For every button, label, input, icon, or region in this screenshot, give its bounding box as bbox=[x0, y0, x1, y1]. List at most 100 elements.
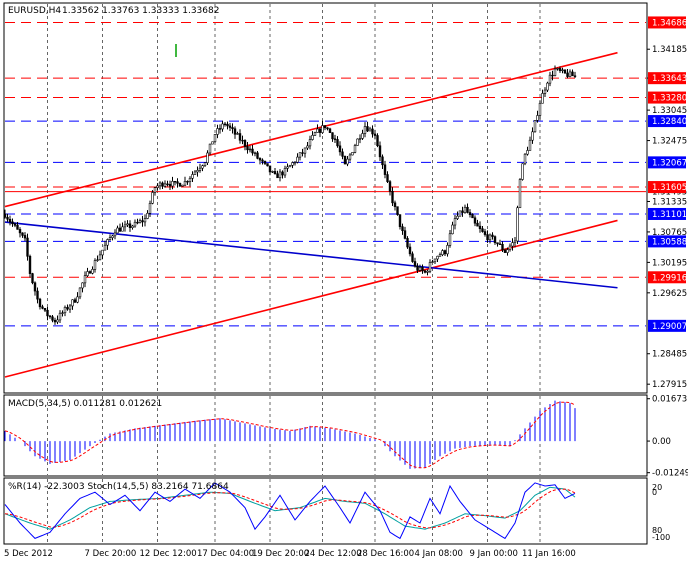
candle-body bbox=[438, 254, 442, 257]
candle-body bbox=[88, 271, 92, 274]
time-tick-label: 7 Dec 20:00 bbox=[85, 549, 137, 559]
candle-body bbox=[83, 275, 87, 284]
candle-body bbox=[323, 125, 327, 129]
candle-body bbox=[431, 261, 434, 263]
candle-body bbox=[133, 221, 137, 227]
candle-body bbox=[326, 127, 329, 130]
candle-body bbox=[558, 68, 562, 71]
candle-body bbox=[78, 287, 82, 298]
candle-body bbox=[313, 132, 317, 136]
candle-body bbox=[378, 145, 382, 158]
candle-body bbox=[301, 152, 304, 154]
candle-body bbox=[286, 166, 289, 169]
time-axis: 5 Dec 2012 7 Dec 20:00 12 Dec 12:00 17 Dec … bbox=[4, 549, 576, 559]
trend-line bbox=[4, 221, 618, 289]
candle-body bbox=[426, 270, 429, 273]
oscillator-tick-label: 80 bbox=[652, 526, 662, 535]
candle-body bbox=[26, 237, 29, 257]
candle-body bbox=[248, 148, 252, 151]
candle-body bbox=[13, 223, 17, 226]
candle-body bbox=[451, 224, 454, 235]
oscillator-panel[interactable]: 200 80-100 %R(14) -22.3003 Stoch(14,5,5) … bbox=[3, 477, 670, 545]
candle-body bbox=[491, 234, 494, 237]
candle-body bbox=[553, 68, 557, 76]
candle-body bbox=[148, 203, 152, 214]
candle-body bbox=[263, 160, 267, 164]
candle-body bbox=[423, 270, 427, 273]
candle-body bbox=[103, 244, 107, 251]
level-label-box bbox=[648, 156, 686, 169]
candle-body bbox=[376, 135, 379, 147]
candle-body bbox=[446, 245, 449, 255]
level-label-box bbox=[648, 181, 686, 194]
level-label-box bbox=[648, 115, 686, 128]
price-panel[interactable]: 1.341851.336451.330451.324751.313351.307… bbox=[3, 2, 687, 394]
candle-body bbox=[18, 229, 22, 234]
candle-body bbox=[311, 134, 314, 140]
candle-body bbox=[441, 250, 444, 256]
level-label: 1.32840 bbox=[652, 117, 687, 127]
candle-body bbox=[406, 238, 409, 248]
level-label: 1.34686 bbox=[652, 18, 687, 28]
level-label-box bbox=[648, 16, 686, 29]
candle-body bbox=[231, 127, 234, 130]
candle-body bbox=[396, 206, 399, 215]
candle-body bbox=[486, 234, 489, 241]
candle-body bbox=[126, 223, 129, 226]
candle-body bbox=[523, 153, 527, 165]
candle-body bbox=[411, 253, 414, 262]
candle-body bbox=[86, 271, 89, 276]
candle-body bbox=[36, 290, 39, 300]
candle-body bbox=[461, 210, 464, 213]
candle-body bbox=[521, 163, 524, 180]
candle-body bbox=[213, 134, 217, 143]
candle-body bbox=[416, 265, 419, 271]
oscillator-tick-label: -100 bbox=[652, 533, 670, 542]
candle-body bbox=[531, 131, 534, 141]
candle-body bbox=[281, 171, 284, 176]
candle-body bbox=[51, 316, 54, 321]
candle-body bbox=[278, 171, 282, 179]
candle-body bbox=[71, 299, 74, 307]
channel-upper-line bbox=[4, 51, 618, 208]
candle-body bbox=[168, 184, 172, 187]
level-label: 1.31605 bbox=[652, 183, 687, 193]
candle-body bbox=[196, 170, 199, 173]
candle-body bbox=[76, 296, 79, 303]
candle-body bbox=[568, 71, 572, 77]
candle-body bbox=[466, 206, 469, 213]
candle-body bbox=[98, 254, 102, 261]
macd-histogram bbox=[4, 400, 576, 469]
candle-body bbox=[506, 249, 509, 253]
candle-body bbox=[548, 74, 552, 84]
candle-body bbox=[266, 163, 269, 167]
candle-body bbox=[108, 237, 112, 240]
candle-body bbox=[243, 140, 247, 147]
candle-body bbox=[166, 183, 169, 185]
candle-body bbox=[511, 242, 514, 247]
price-time-gridlines bbox=[47, 4, 541, 392]
candle-body bbox=[463, 206, 467, 213]
candle-body bbox=[456, 215, 459, 219]
candle-body bbox=[218, 128, 222, 130]
wpr-line bbox=[4, 482, 576, 540]
macd-panel[interactable]: 0.016731 0.00 -0.01249 MACD(5,34,5) 0.0112… bbox=[3, 394, 688, 479]
macd-signal-line bbox=[4, 401, 576, 469]
candle-body bbox=[336, 139, 339, 147]
candle-body bbox=[331, 132, 334, 140]
candle-body bbox=[216, 128, 219, 135]
candle-body bbox=[46, 309, 49, 317]
level-label-box bbox=[648, 271, 686, 284]
level-label-box bbox=[648, 72, 686, 85]
time-tick-label: 9 Jan 00:00 bbox=[470, 549, 518, 559]
candlesticks bbox=[3, 65, 577, 325]
candle-body bbox=[453, 218, 457, 226]
candle-body bbox=[141, 220, 144, 223]
candle-body bbox=[296, 156, 299, 163]
candle-body bbox=[408, 246, 412, 255]
candle-body bbox=[468, 212, 472, 215]
price-tick-label: 1.27915 bbox=[652, 380, 687, 390]
candle-body bbox=[143, 218, 147, 223]
candle-body bbox=[401, 226, 404, 232]
oscillator-time-gridlines bbox=[47, 479, 541, 543]
